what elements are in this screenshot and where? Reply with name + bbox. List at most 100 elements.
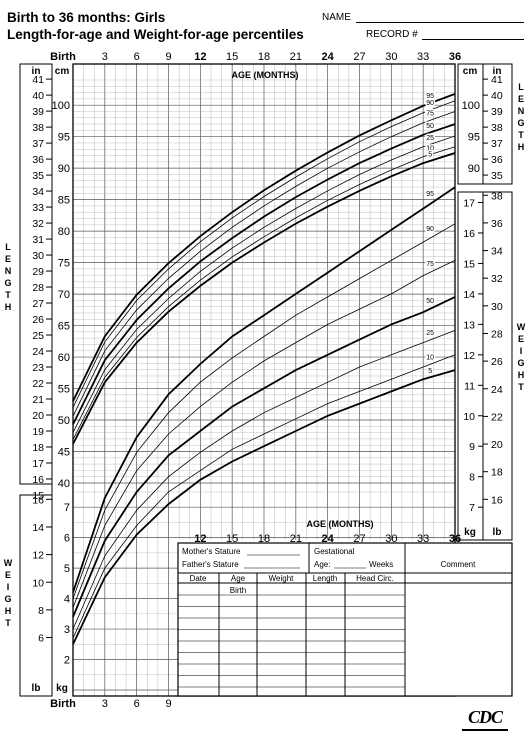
cm-tick-label: 70 (58, 289, 70, 301)
lb-tick-label-right: 24 (491, 384, 503, 396)
side-label-length-right: T (518, 130, 524, 140)
weight-series-p90-label: 90 (426, 226, 434, 233)
x-tick-label-top: 18 (258, 51, 270, 63)
weight-series-p75-label: 75 (426, 261, 434, 268)
side-label-weight-left: W (4, 558, 13, 568)
lb-tick-label: 14 (32, 522, 44, 534)
lb-tick-label: 8 (38, 605, 44, 617)
in-tick-label-right: 38 (491, 122, 503, 134)
side-label-weight-right: G (517, 358, 524, 368)
side-label-weight-left: T (5, 618, 11, 628)
in-tick-label: 34 (32, 186, 44, 198)
side-label-length-left: N (5, 266, 12, 276)
kg-tick-label-right: 12 (463, 350, 475, 362)
x-tick-label-bottom: 9 (165, 698, 171, 710)
x-tick-label-bottom: Birth (50, 698, 76, 710)
in-tick-label: 22 (32, 378, 44, 390)
side-label-weight-right: E (518, 334, 524, 344)
lb-tick-label-right: 20 (491, 439, 503, 451)
cm-tick-label: 75 (58, 258, 70, 270)
in-tick-label: 40 (32, 90, 44, 102)
in-tick-label: 31 (32, 234, 44, 246)
x-tick-label-top: 21 (290, 51, 302, 63)
cm-tick-label-right: 100 (462, 100, 480, 112)
gestational-label: Gestational (314, 547, 355, 556)
kg-tick-label-right: 9 (469, 441, 475, 453)
lb-tick-label: 10 (32, 577, 44, 589)
x-tick-label-top: 27 (353, 51, 365, 63)
length-series-p50-line (72, 123, 456, 425)
in-tick-label: 21 (32, 394, 44, 406)
kg-tick-label-right: 15 (463, 258, 475, 270)
in-tick-label: 25 (32, 330, 44, 342)
unit-label: lb (32, 683, 41, 694)
length-series-p5-line (72, 152, 456, 445)
unit-label: kg (464, 527, 476, 538)
side-label-length-right: N (518, 106, 525, 116)
lb-tick-label: 16 (32, 494, 44, 506)
kg-tick-label: 6 (64, 533, 70, 545)
cm-tick-label: 90 (58, 163, 70, 175)
kg-tick-label-right: 7 (469, 502, 475, 514)
lb-tick-label-right: 34 (491, 246, 503, 258)
length-series-p90-line (72, 100, 456, 408)
side-label-length-left: E (5, 254, 11, 264)
weight-series-p50-line (72, 296, 456, 618)
length-series-p95-label: 95 (426, 93, 434, 100)
cm-tick-label: 40 (58, 478, 70, 490)
gestational-age-label: Age: (314, 560, 330, 569)
kg-tick-label-right: 14 (463, 289, 475, 301)
weight-series-p25-label: 25 (426, 330, 434, 337)
weight-series-p50-label: 50 (426, 298, 434, 305)
cm-tick-label: 95 (58, 132, 70, 144)
comment-header: Comment (441, 560, 476, 569)
lb-tick-label-right: 22 (491, 411, 503, 423)
length-series-p90-label: 90 (426, 100, 434, 107)
cm-tick-label: 80 (58, 226, 70, 238)
side-label-weight-left: E (5, 570, 11, 580)
x-tick-label-top: 6 (134, 51, 140, 63)
lb-tick-label-right: 36 (491, 218, 503, 230)
weight-series-p5-label: 5 (428, 368, 432, 375)
x-tick-label-top: 15 (226, 51, 238, 63)
side-label-weight-right: H (518, 370, 525, 380)
cdc-logo: CDC (462, 705, 508, 731)
side-label-weight-right: W (517, 322, 526, 332)
record-field[interactable] (422, 39, 524, 40)
x-tick-label-mid: 24 (322, 533, 335, 545)
in-tick-label: 30 (32, 250, 44, 262)
cm-tick-label: 45 (58, 447, 70, 459)
name-field[interactable] (356, 22, 524, 23)
side-label-weight-right: I (520, 346, 523, 356)
kg-tick-label: 2 (64, 655, 70, 667)
x-tick-label-top: Birth (50, 51, 76, 63)
lb-tick-label-right: 16 (491, 494, 503, 506)
in-tick-label-right: 41 (491, 74, 503, 86)
x-tick-label-mid: 33 (417, 533, 429, 545)
x-tick-label-mid: 30 (385, 533, 397, 545)
in-tick-label: 20 (32, 410, 44, 422)
x-axis-label-top: AGE (MONTHS) (232, 70, 299, 80)
in-tick-label: 23 (32, 362, 44, 374)
side-label-length-left: H (5, 302, 12, 312)
x-tick-label-mid: 21 (290, 533, 302, 545)
in-tick-label: 27 (32, 298, 44, 310)
x-axis-label-mid: AGE (MONTHS) (307, 519, 374, 529)
x-tick-label-mid: 12 (194, 533, 206, 545)
kg-tick-label-right: 13 (463, 319, 475, 331)
x-tick-label-top: 12 (194, 51, 206, 63)
cm-tick-label: 65 (58, 321, 70, 333)
in-tick-label: 26 (32, 314, 44, 326)
weight-series-p10-line (72, 354, 456, 639)
weight-series-p25-line (72, 330, 456, 630)
length-series-p10-line (72, 146, 456, 440)
in-tick-label: 33 (32, 202, 44, 214)
cm-tick-label: 100 (52, 100, 70, 112)
unit-label: kg (56, 683, 68, 694)
form-column-header: Weight (269, 574, 295, 583)
form-column-header: Age (231, 574, 246, 583)
x-tick-label-bottom: 3 (102, 698, 108, 710)
in-tick-label: 38 (32, 122, 44, 134)
kg-tick-label: 5 (64, 563, 70, 575)
